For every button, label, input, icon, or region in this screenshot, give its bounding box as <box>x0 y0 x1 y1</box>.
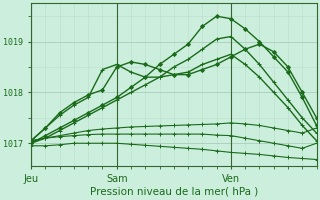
X-axis label: Pression niveau de la mer( hPa ): Pression niveau de la mer( hPa ) <box>90 187 258 197</box>
